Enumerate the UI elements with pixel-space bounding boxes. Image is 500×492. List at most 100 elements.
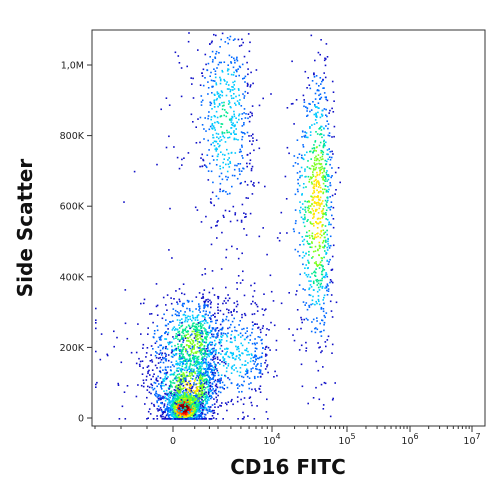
event-dot bbox=[313, 113, 316, 116]
event-dot bbox=[243, 122, 245, 124]
event-dot bbox=[237, 163, 240, 165]
event-dot bbox=[232, 39, 235, 41]
event-dot bbox=[297, 163, 299, 165]
event-dot bbox=[294, 222, 297, 225]
event-dot bbox=[152, 321, 154, 324]
event-dot bbox=[243, 416, 245, 418]
event-dot bbox=[308, 181, 310, 183]
event-dot bbox=[193, 418, 195, 420]
event-dot bbox=[304, 206, 307, 209]
event-dot bbox=[230, 95, 233, 97]
event-dot bbox=[255, 355, 257, 358]
event-dot bbox=[195, 412, 198, 414]
event-dot bbox=[247, 83, 249, 86]
event-dot bbox=[301, 193, 303, 195]
event-dot bbox=[203, 393, 206, 395]
event-dot bbox=[324, 245, 326, 247]
event-dot bbox=[230, 372, 233, 374]
event-dot bbox=[174, 377, 177, 379]
event-dot bbox=[158, 336, 160, 339]
event-dot bbox=[241, 118, 243, 120]
event-dot bbox=[180, 95, 183, 98]
event-dot bbox=[243, 108, 246, 110]
event-dot bbox=[231, 86, 233, 88]
event-dot bbox=[183, 374, 186, 376]
event-dot bbox=[95, 386, 97, 388]
event-dot bbox=[192, 358, 195, 361]
event-dot bbox=[194, 402, 196, 404]
event-dot bbox=[182, 348, 184, 350]
event-dot bbox=[317, 180, 319, 182]
event-dot bbox=[206, 333, 208, 336]
event-dot bbox=[318, 263, 321, 266]
event-dot bbox=[177, 331, 179, 333]
event-dot bbox=[164, 347, 167, 350]
event-dot bbox=[171, 418, 173, 420]
event-dot bbox=[211, 335, 214, 338]
event-dot bbox=[163, 403, 166, 405]
event-dot bbox=[302, 263, 304, 266]
event-dot bbox=[194, 344, 196, 346]
event-dot bbox=[320, 113, 323, 116]
event-dot bbox=[196, 370, 198, 372]
event-dot bbox=[185, 406, 188, 408]
event-dot bbox=[169, 401, 172, 403]
event-dot bbox=[180, 350, 183, 352]
event-dot bbox=[236, 56, 238, 59]
event-dot bbox=[205, 418, 207, 420]
event-dot bbox=[181, 406, 183, 409]
event-dot bbox=[206, 379, 208, 382]
event-dot bbox=[175, 379, 178, 382]
event-dot bbox=[180, 412, 182, 414]
event-dot bbox=[183, 418, 185, 420]
event-dot bbox=[221, 131, 224, 134]
event-dot bbox=[180, 383, 182, 386]
event-dot bbox=[192, 389, 195, 392]
event-dot bbox=[183, 415, 186, 418]
event-dot bbox=[201, 75, 204, 77]
event-dot bbox=[318, 245, 321, 248]
event-dot bbox=[318, 204, 320, 206]
event-dot bbox=[174, 414, 177, 417]
event-dot bbox=[181, 361, 183, 363]
event-dot bbox=[241, 375, 243, 378]
event-dot bbox=[203, 307, 205, 310]
event-dot bbox=[152, 418, 155, 420]
event-dot bbox=[185, 330, 188, 333]
x-tick-exponent: 6 bbox=[414, 432, 419, 441]
event-dot bbox=[200, 395, 203, 397]
event-dot bbox=[230, 121, 233, 123]
event-dot bbox=[142, 302, 145, 305]
event-dot bbox=[205, 381, 208, 383]
event-dot bbox=[165, 378, 167, 381]
event-dot bbox=[319, 127, 321, 129]
event-dot bbox=[236, 400, 239, 403]
event-dot bbox=[253, 290, 256, 292]
event-dot bbox=[180, 399, 183, 401]
event-dot bbox=[178, 376, 180, 379]
event-dot bbox=[301, 154, 303, 157]
event-dot bbox=[203, 304, 205, 307]
event-dot bbox=[322, 208, 325, 210]
event-dot bbox=[169, 396, 171, 399]
event-dot bbox=[297, 178, 299, 181]
event-dot bbox=[179, 394, 182, 397]
event-dot bbox=[208, 349, 210, 352]
event-dot bbox=[227, 103, 230, 105]
event-dot bbox=[196, 386, 199, 388]
event-dot bbox=[243, 294, 246, 297]
event-dot bbox=[317, 248, 319, 251]
event-dot bbox=[226, 193, 229, 195]
event-dot bbox=[188, 32, 190, 34]
event-dot bbox=[205, 348, 208, 350]
event-dot bbox=[192, 370, 195, 373]
event-dot bbox=[208, 395, 211, 397]
event-dot bbox=[228, 100, 230, 102]
event-dot bbox=[241, 316, 243, 319]
event-dot bbox=[186, 316, 188, 319]
event-dot bbox=[157, 346, 160, 348]
event-dot bbox=[190, 326, 193, 329]
event-dot bbox=[227, 299, 229, 302]
event-dot bbox=[241, 38, 243, 41]
event-dot bbox=[182, 332, 185, 335]
